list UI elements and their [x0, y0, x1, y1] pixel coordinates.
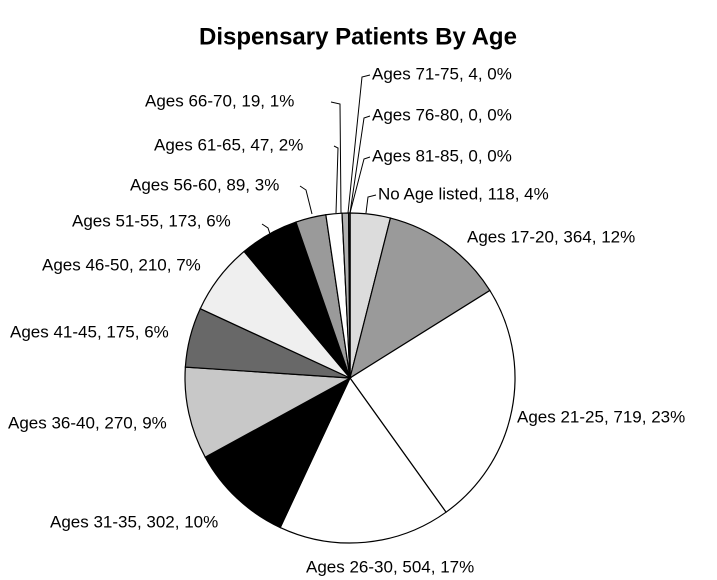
- chart-title: Dispensary Patients By Age: [199, 23, 517, 50]
- pie-slice: [204, 376, 352, 529]
- data-label: Ages 56-60, 89, 3%: [130, 175, 279, 194]
- pie-slice: [184, 366, 353, 458]
- data-label: Ages 41-45, 175, 6%: [10, 322, 169, 341]
- pie-slice: [349, 217, 491, 380]
- data-label: Ages 66-70, 19, 1%: [145, 91, 294, 110]
- pie-slice: [279, 376, 447, 544]
- data-label: Ages 26-30, 504, 17%: [306, 557, 474, 576]
- data-label: Ages 36-40, 270, 9%: [8, 413, 167, 432]
- data-label: Ages 71-75, 4, 0%: [372, 64, 512, 83]
- leader-line: [349, 115, 371, 214]
- leader-line: [261, 223, 273, 241]
- data-label: Ages 31-35, 302, 10%: [50, 512, 218, 531]
- data-label: Ages 21-25, 719, 23%: [517, 407, 685, 426]
- data-label: Ages 81-85, 0, 0%: [372, 146, 512, 165]
- data-label: Ages 76-80, 0, 0%: [372, 105, 512, 124]
- data-label: Ages 51-55, 173, 6%: [72, 211, 231, 230]
- data-label: Ages 61-65, 47, 2%: [154, 135, 303, 154]
- data-label: Ages 17-20, 364, 12%: [467, 227, 635, 246]
- leader-line: [365, 194, 377, 214]
- leader-line: [330, 101, 342, 214]
- leader-line: [347, 74, 371, 214]
- leader-line: [299, 185, 313, 215]
- data-label: No Age listed, 118, 4%: [378, 184, 549, 203]
- pie-slice: [349, 289, 516, 514]
- leader-line: [333, 145, 339, 214]
- leader-line: [349, 156, 371, 214]
- data-label: Ages 46-50, 210, 7%: [42, 255, 201, 274]
